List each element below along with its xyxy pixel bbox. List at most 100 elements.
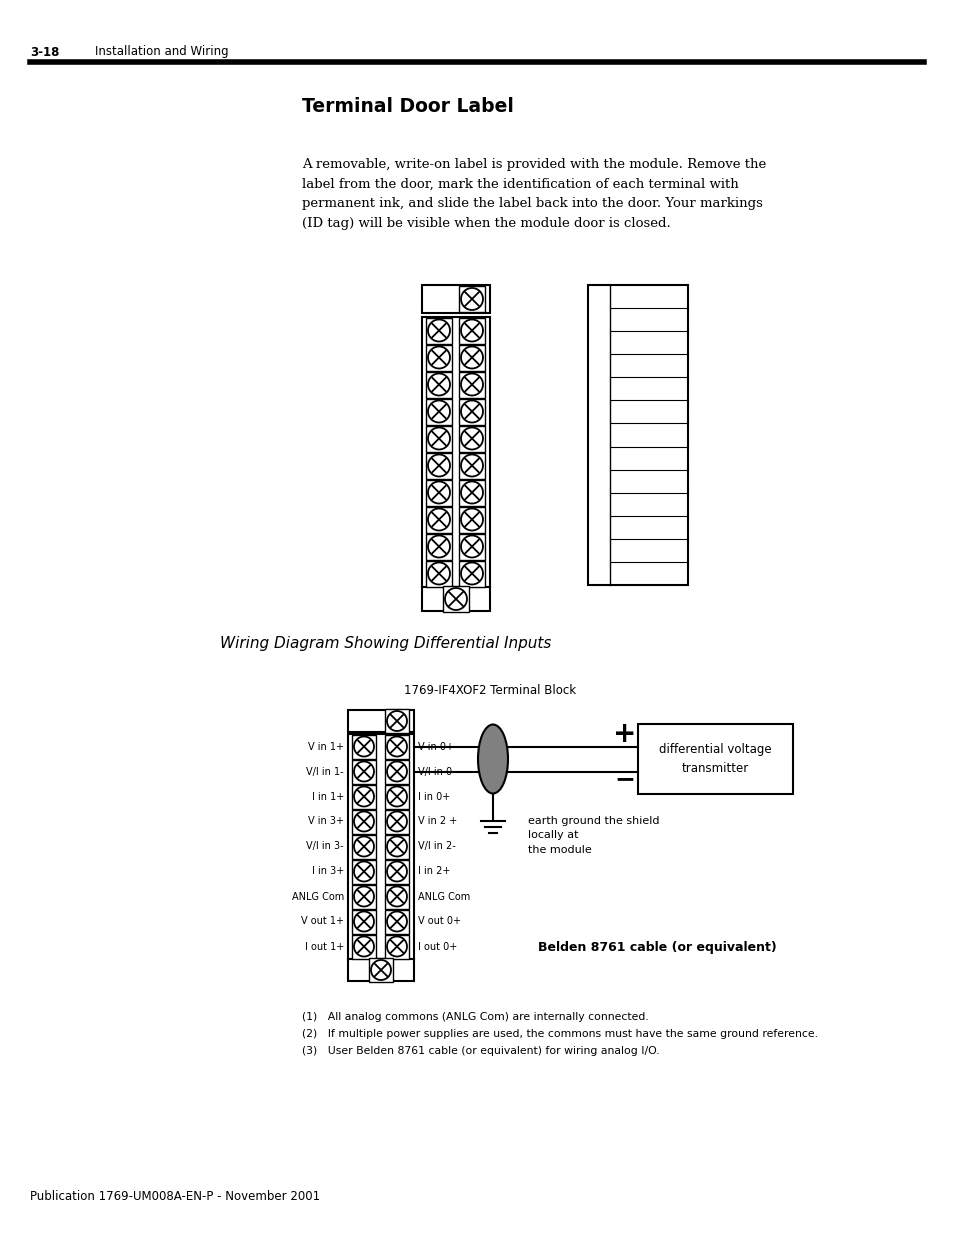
Text: V in 1+: V in 1+ <box>308 741 344 752</box>
Circle shape <box>387 911 407 931</box>
Bar <box>385 709 409 734</box>
Bar <box>638 724 792 794</box>
Circle shape <box>387 736 407 757</box>
Bar <box>442 585 469 613</box>
Text: 1769-IF4XOF2 Terminal Block: 1769-IF4XOF2 Terminal Block <box>403 684 576 697</box>
Circle shape <box>460 347 482 368</box>
Circle shape <box>354 787 374 806</box>
Bar <box>352 760 375 783</box>
Bar <box>426 534 452 559</box>
Text: Installation and Wiring: Installation and Wiring <box>95 46 229 58</box>
Bar <box>426 317 452 343</box>
Text: I out 1+: I out 1+ <box>304 941 344 951</box>
Bar <box>352 784 375 809</box>
Bar <box>385 809 409 834</box>
Text: V/I in 2-: V/I in 2- <box>417 841 456 851</box>
Bar <box>352 860 375 883</box>
Bar <box>458 399 484 425</box>
Circle shape <box>460 482 482 504</box>
Circle shape <box>387 811 407 831</box>
Circle shape <box>460 373 482 395</box>
Circle shape <box>371 960 391 981</box>
Circle shape <box>460 320 482 342</box>
Bar <box>458 479 484 505</box>
Circle shape <box>460 454 482 477</box>
Circle shape <box>354 911 374 931</box>
Bar <box>421 317 490 587</box>
Circle shape <box>428 427 450 450</box>
Bar <box>426 452 452 478</box>
Circle shape <box>354 811 374 831</box>
Bar <box>348 960 414 981</box>
Text: I out 0+: I out 0+ <box>417 941 456 951</box>
Bar <box>385 760 409 783</box>
Circle shape <box>387 862 407 882</box>
Circle shape <box>428 320 450 342</box>
Circle shape <box>387 787 407 806</box>
Bar <box>385 935 409 958</box>
Text: ANLG Com: ANLG Com <box>417 892 470 902</box>
Circle shape <box>428 347 450 368</box>
Ellipse shape <box>477 725 507 794</box>
Text: V/I in 0-: V/I in 0- <box>417 767 456 777</box>
Circle shape <box>460 536 482 557</box>
Bar <box>421 285 490 312</box>
Circle shape <box>428 373 450 395</box>
Bar <box>385 835 409 858</box>
Circle shape <box>460 562 482 584</box>
Text: (1)   All analog commons (ANLG Com) are internally connected.: (1) All analog commons (ANLG Com) are in… <box>302 1011 648 1023</box>
Bar <box>421 587 490 611</box>
Bar <box>458 534 484 559</box>
Bar <box>458 561 484 587</box>
Bar <box>458 317 484 343</box>
Bar <box>426 561 452 587</box>
Text: V out 0+: V out 0+ <box>417 916 460 926</box>
Circle shape <box>387 887 407 906</box>
Bar <box>352 835 375 858</box>
Bar <box>458 345 484 370</box>
Bar <box>426 345 452 370</box>
Bar <box>348 710 414 732</box>
Circle shape <box>428 536 450 557</box>
Text: Publication 1769-UM008A-EN-P - November 2001: Publication 1769-UM008A-EN-P - November … <box>30 1191 320 1203</box>
Bar <box>458 452 484 478</box>
Bar <box>369 958 393 982</box>
Text: V out 1+: V out 1+ <box>301 916 344 926</box>
Text: −: − <box>614 767 635 792</box>
Text: A removable, write-on label is provided with the module. Remove the
label from t: A removable, write-on label is provided … <box>302 158 765 230</box>
Circle shape <box>354 736 374 757</box>
Text: V/I in 1-: V/I in 1- <box>306 767 344 777</box>
Bar <box>348 734 414 960</box>
Circle shape <box>387 711 407 731</box>
Text: differential voltage
transmitter: differential voltage transmitter <box>659 743 771 776</box>
Bar <box>587 285 687 585</box>
Bar <box>352 909 375 934</box>
Circle shape <box>428 400 450 422</box>
Text: ANLG Com: ANLG Com <box>292 892 344 902</box>
Bar <box>385 884 409 909</box>
Bar <box>385 860 409 883</box>
Bar <box>426 479 452 505</box>
Bar <box>352 935 375 958</box>
Text: I in 3+: I in 3+ <box>312 867 344 877</box>
Circle shape <box>387 836 407 857</box>
Text: V in 3+: V in 3+ <box>308 816 344 826</box>
Text: (2)   If multiple power supplies are used, the commons must have the same ground: (2) If multiple power supplies are used,… <box>302 1029 817 1039</box>
Circle shape <box>354 762 374 782</box>
Circle shape <box>428 562 450 584</box>
Circle shape <box>460 288 482 310</box>
Bar <box>352 884 375 909</box>
Bar <box>352 735 375 758</box>
Circle shape <box>354 836 374 857</box>
Text: V in 2 +: V in 2 + <box>417 816 456 826</box>
Text: I in 0+: I in 0+ <box>417 792 450 802</box>
Text: Terminal Door Label: Terminal Door Label <box>302 98 514 116</box>
Text: Wiring Diagram Showing Differential Inputs: Wiring Diagram Showing Differential Inpu… <box>220 636 551 651</box>
Text: 3-18: 3-18 <box>30 46 59 58</box>
Circle shape <box>444 588 467 610</box>
Circle shape <box>460 509 482 531</box>
Circle shape <box>354 887 374 906</box>
Circle shape <box>428 482 450 504</box>
Bar <box>426 506 452 532</box>
Text: +: + <box>613 720 636 748</box>
